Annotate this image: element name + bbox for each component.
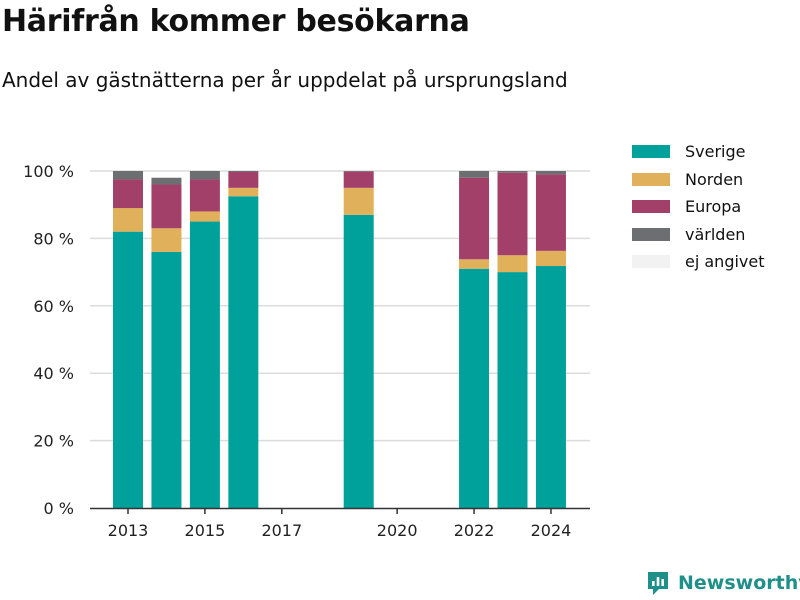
bar-segment (343, 214, 374, 508)
bar-segment (459, 177, 490, 260)
x-tick-label: 2017 (261, 521, 302, 540)
bar-segment (113, 171, 143, 180)
bar-segment (497, 171, 528, 173)
newsworthy-logo-icon (648, 572, 668, 595)
bar-segment (497, 172, 528, 256)
bar-segment (535, 171, 566, 175)
legend-item: Europa (632, 193, 765, 221)
chart-title: Härifrån kommer besökarna (2, 4, 470, 39)
y-tick-label: 40 % (33, 364, 74, 383)
bar-segment (228, 196, 259, 508)
x-tick-label: 2020 (377, 521, 418, 540)
legend-swatch (632, 172, 670, 186)
y-tick-label: 60 % (33, 297, 74, 316)
chart-subtitle: Andel av gästnätterna per år uppdelat på… (2, 68, 568, 92)
brand-name: Newsworthy (678, 572, 800, 594)
bar-segment (151, 184, 182, 229)
legend-label: ej angivet (685, 252, 765, 272)
legend-item: världen (632, 221, 765, 249)
legend-swatch (632, 255, 670, 269)
bar-segment (151, 228, 182, 252)
y-tick-label: 0 % (44, 499, 74, 518)
chart-legend: Sverige Norden Europa världen ej angivet (632, 138, 765, 276)
y-tick-label: 20 % (33, 432, 74, 451)
legend-label: Norden (685, 169, 744, 189)
legend-swatch (632, 145, 670, 159)
legend-label: Sverige (685, 142, 746, 162)
bar-segment (113, 208, 143, 232)
y-tick-label: 80 % (33, 229, 74, 248)
bar-segment (497, 272, 528, 508)
bar-segment (343, 187, 374, 215)
bar-segment (189, 211, 220, 222)
bar-segment (459, 268, 490, 508)
legend-item: Norden (632, 166, 765, 194)
legend-swatch (632, 200, 670, 214)
bar-segment (228, 171, 259, 173)
bar-segment (535, 250, 566, 267)
bar-segment (113, 179, 143, 209)
legend-label: Europa (685, 197, 742, 217)
bar-segment (535, 266, 566, 508)
bar-segment (497, 255, 528, 273)
x-tick-label: 2013 (108, 521, 149, 540)
bar-segment (151, 177, 182, 185)
legend-item: ej angivet (632, 248, 765, 276)
bar-segment (228, 172, 259, 188)
x-tick-label: 2024 (531, 521, 572, 540)
legend-swatch (632, 227, 670, 241)
bar-segment (459, 171, 490, 178)
bar-segment (228, 187, 259, 197)
y-tick-label: 100 % (23, 162, 74, 181)
bar-segment (343, 171, 374, 172)
bar-segment (189, 179, 220, 212)
bar-segment (189, 221, 220, 509)
brand-logo: Newsworthy (645, 570, 800, 596)
x-tick-label: 2022 (454, 521, 495, 540)
legend-label: världen (685, 224, 746, 244)
bar-segment (113, 231, 143, 508)
bar-segment (343, 171, 374, 188)
bar-segment (535, 174, 566, 251)
bar-segment (151, 251, 182, 508)
bar-segment (189, 171, 220, 180)
legend-item: Sverige (632, 138, 765, 166)
bar-segment (459, 259, 490, 269)
x-tick-label: 2015 (185, 521, 226, 540)
